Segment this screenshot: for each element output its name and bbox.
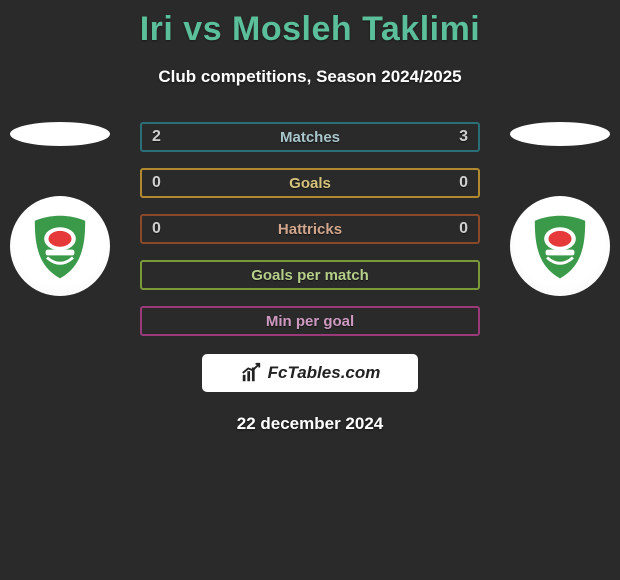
stats-zone: 2Matches30Goals00Hattricks0Goals per mat… xyxy=(0,122,620,336)
stat-bars: 2Matches30Goals00Hattricks0Goals per mat… xyxy=(140,122,480,336)
stat-value-left: 2 xyxy=(152,128,161,146)
club-logo-right xyxy=(510,196,610,296)
chart-icon xyxy=(240,362,262,384)
stat-label: Min per goal xyxy=(142,313,478,330)
club-logo-left xyxy=(10,196,110,296)
stat-value-left: 0 xyxy=(152,174,161,192)
stat-value-right: 0 xyxy=(459,174,468,192)
stat-value-left: 0 xyxy=(152,220,161,238)
stat-bar: Min per goal xyxy=(140,306,480,336)
stat-bar: Goals per match xyxy=(140,260,480,290)
stat-value-right: 0 xyxy=(459,220,468,238)
shield-icon xyxy=(524,210,596,282)
subtitle: Club competitions, Season 2024/2025 xyxy=(0,67,620,87)
brand-text: FcTables.com xyxy=(268,363,381,383)
player-right-avatar xyxy=(510,122,610,146)
footer-date: 22 december 2024 xyxy=(0,414,620,434)
stat-label: Hattricks xyxy=(142,221,478,238)
player-right-column xyxy=(510,122,610,296)
stat-bar: 0Hattricks0 xyxy=(140,214,480,244)
player-left-column xyxy=(10,122,110,296)
brand-badge[interactable]: FcTables.com xyxy=(202,354,418,392)
stat-label: Goals per match xyxy=(142,267,478,284)
stat-label: Goals xyxy=(142,175,478,192)
shield-icon xyxy=(24,210,96,282)
stat-value-right: 3 xyxy=(459,128,468,146)
stat-label: Matches xyxy=(142,129,478,146)
comparison-card: Iri vs Mosleh Taklimi Club competitions,… xyxy=(0,0,620,580)
page-title: Iri vs Mosleh Taklimi xyxy=(0,0,620,49)
player-left-avatar xyxy=(10,122,110,146)
stat-bar: 2Matches3 xyxy=(140,122,480,152)
stat-bar: 0Goals0 xyxy=(140,168,480,198)
